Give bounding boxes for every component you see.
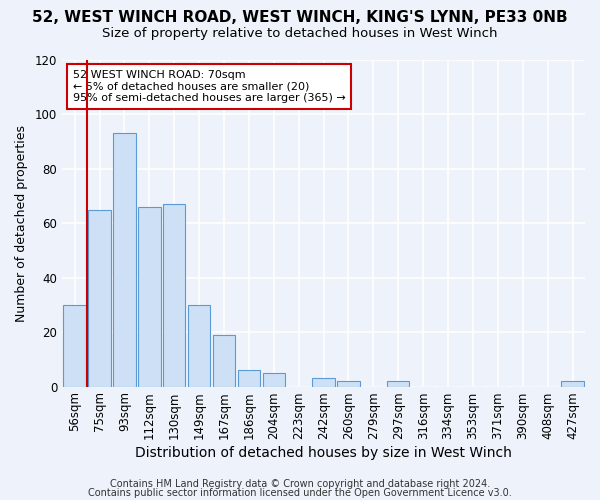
Bar — [387, 381, 409, 386]
Bar — [562, 381, 584, 386]
Bar — [238, 370, 260, 386]
Bar — [213, 335, 235, 386]
Bar — [337, 381, 359, 386]
Text: Contains public sector information licensed under the Open Government Licence v3: Contains public sector information licen… — [88, 488, 512, 498]
Bar — [88, 210, 111, 386]
Bar — [263, 373, 285, 386]
Bar — [163, 204, 185, 386]
X-axis label: Distribution of detached houses by size in West Winch: Distribution of detached houses by size … — [135, 446, 512, 460]
Text: Contains HM Land Registry data © Crown copyright and database right 2024.: Contains HM Land Registry data © Crown c… — [110, 479, 490, 489]
Bar — [313, 378, 335, 386]
Text: 52, WEST WINCH ROAD, WEST WINCH, KING'S LYNN, PE33 0NB: 52, WEST WINCH ROAD, WEST WINCH, KING'S … — [32, 10, 568, 25]
Bar — [113, 134, 136, 386]
Bar — [64, 305, 86, 386]
Bar — [138, 207, 161, 386]
Bar — [188, 305, 211, 386]
Text: 52 WEST WINCH ROAD: 70sqm
← 5% of detached houses are smaller (20)
95% of semi-d: 52 WEST WINCH ROAD: 70sqm ← 5% of detach… — [73, 70, 346, 103]
Text: Size of property relative to detached houses in West Winch: Size of property relative to detached ho… — [102, 28, 498, 40]
Y-axis label: Number of detached properties: Number of detached properties — [15, 125, 28, 322]
